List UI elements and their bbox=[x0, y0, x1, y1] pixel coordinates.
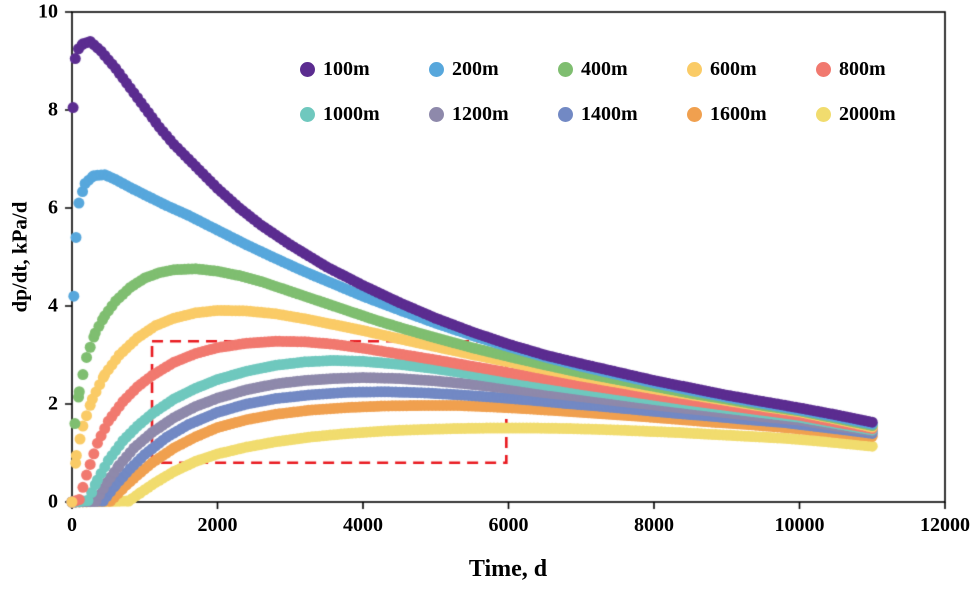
legend-label: 2000m bbox=[839, 103, 896, 125]
legend-item-1600m: 1600m bbox=[687, 103, 816, 126]
legend-marker-icon bbox=[429, 107, 444, 122]
legend-label: 600m bbox=[710, 58, 757, 80]
legend-marker-icon bbox=[558, 62, 573, 77]
legend-label: 1200m bbox=[452, 103, 509, 125]
legend: 100m 200m 400m 600m 800m 1000m 1200m 1400m 1600m… bbox=[300, 58, 945, 126]
legend-item-1400m: 1400m bbox=[558, 103, 687, 126]
legend-item-100m: 100m bbox=[300, 58, 429, 81]
y-tick-label: 0 bbox=[48, 490, 58, 513]
x-tick-label: 10000 bbox=[774, 514, 825, 536]
legend-marker-icon bbox=[558, 107, 573, 122]
legend-label: 200m bbox=[452, 58, 499, 80]
y-tick-label: 10 bbox=[38, 0, 58, 23]
y-tick-label: 8 bbox=[48, 98, 58, 121]
legend-item-600m: 600m bbox=[687, 58, 816, 81]
y-tick-label: 6 bbox=[48, 196, 58, 219]
legend-item-1200m: 1200m bbox=[429, 103, 558, 126]
legend-item-2000m: 2000m bbox=[816, 103, 945, 126]
x-tick-label: 8000 bbox=[634, 514, 674, 536]
y-axis-title: dp/dt, kPa/d bbox=[7, 201, 32, 313]
x-tick-label: 4000 bbox=[343, 514, 383, 536]
legend-label: 400m bbox=[581, 58, 628, 80]
legend-label: 800m bbox=[839, 58, 886, 80]
x-tick-label: 0 bbox=[67, 514, 77, 536]
legend-label: 1000m bbox=[323, 103, 380, 125]
legend-item-800m: 800m bbox=[816, 58, 945, 81]
legend-marker-icon bbox=[300, 107, 315, 122]
legend-marker-icon bbox=[429, 62, 444, 77]
legend-item-400m: 400m bbox=[558, 58, 687, 81]
legend-label: 1400m bbox=[581, 103, 638, 125]
x-tick-label: 12000 bbox=[920, 514, 970, 536]
legend-item-200m: 200m bbox=[429, 58, 558, 81]
legend-item-1000m: 1000m bbox=[300, 103, 429, 126]
y-tick-label: 2 bbox=[48, 392, 58, 415]
legend-marker-icon bbox=[687, 107, 702, 122]
x-tick-label: 2000 bbox=[197, 514, 238, 536]
legend-marker-icon bbox=[300, 62, 315, 77]
y-tick-label: 4 bbox=[48, 294, 58, 317]
legend-marker-icon bbox=[816, 62, 831, 77]
x-axis-title: Time, d bbox=[468, 556, 548, 582]
legend-marker-icon bbox=[687, 62, 702, 77]
legend-marker-icon bbox=[816, 107, 831, 122]
legend-label: 1600m bbox=[710, 103, 767, 125]
x-tick-label: 6000 bbox=[488, 514, 529, 536]
legend-label: 100m bbox=[323, 58, 370, 80]
